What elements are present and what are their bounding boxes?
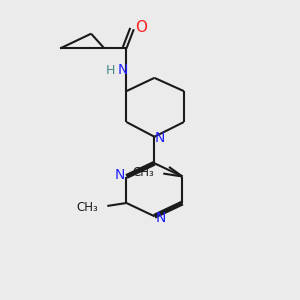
Text: H: H — [106, 64, 115, 77]
Text: N: N — [156, 211, 166, 225]
Text: CH₃: CH₃ — [77, 201, 98, 214]
Text: CH₃: CH₃ — [133, 166, 154, 178]
Text: N: N — [154, 131, 165, 145]
Text: N: N — [115, 168, 125, 182]
Text: O: O — [135, 20, 147, 35]
Text: N: N — [118, 64, 128, 77]
